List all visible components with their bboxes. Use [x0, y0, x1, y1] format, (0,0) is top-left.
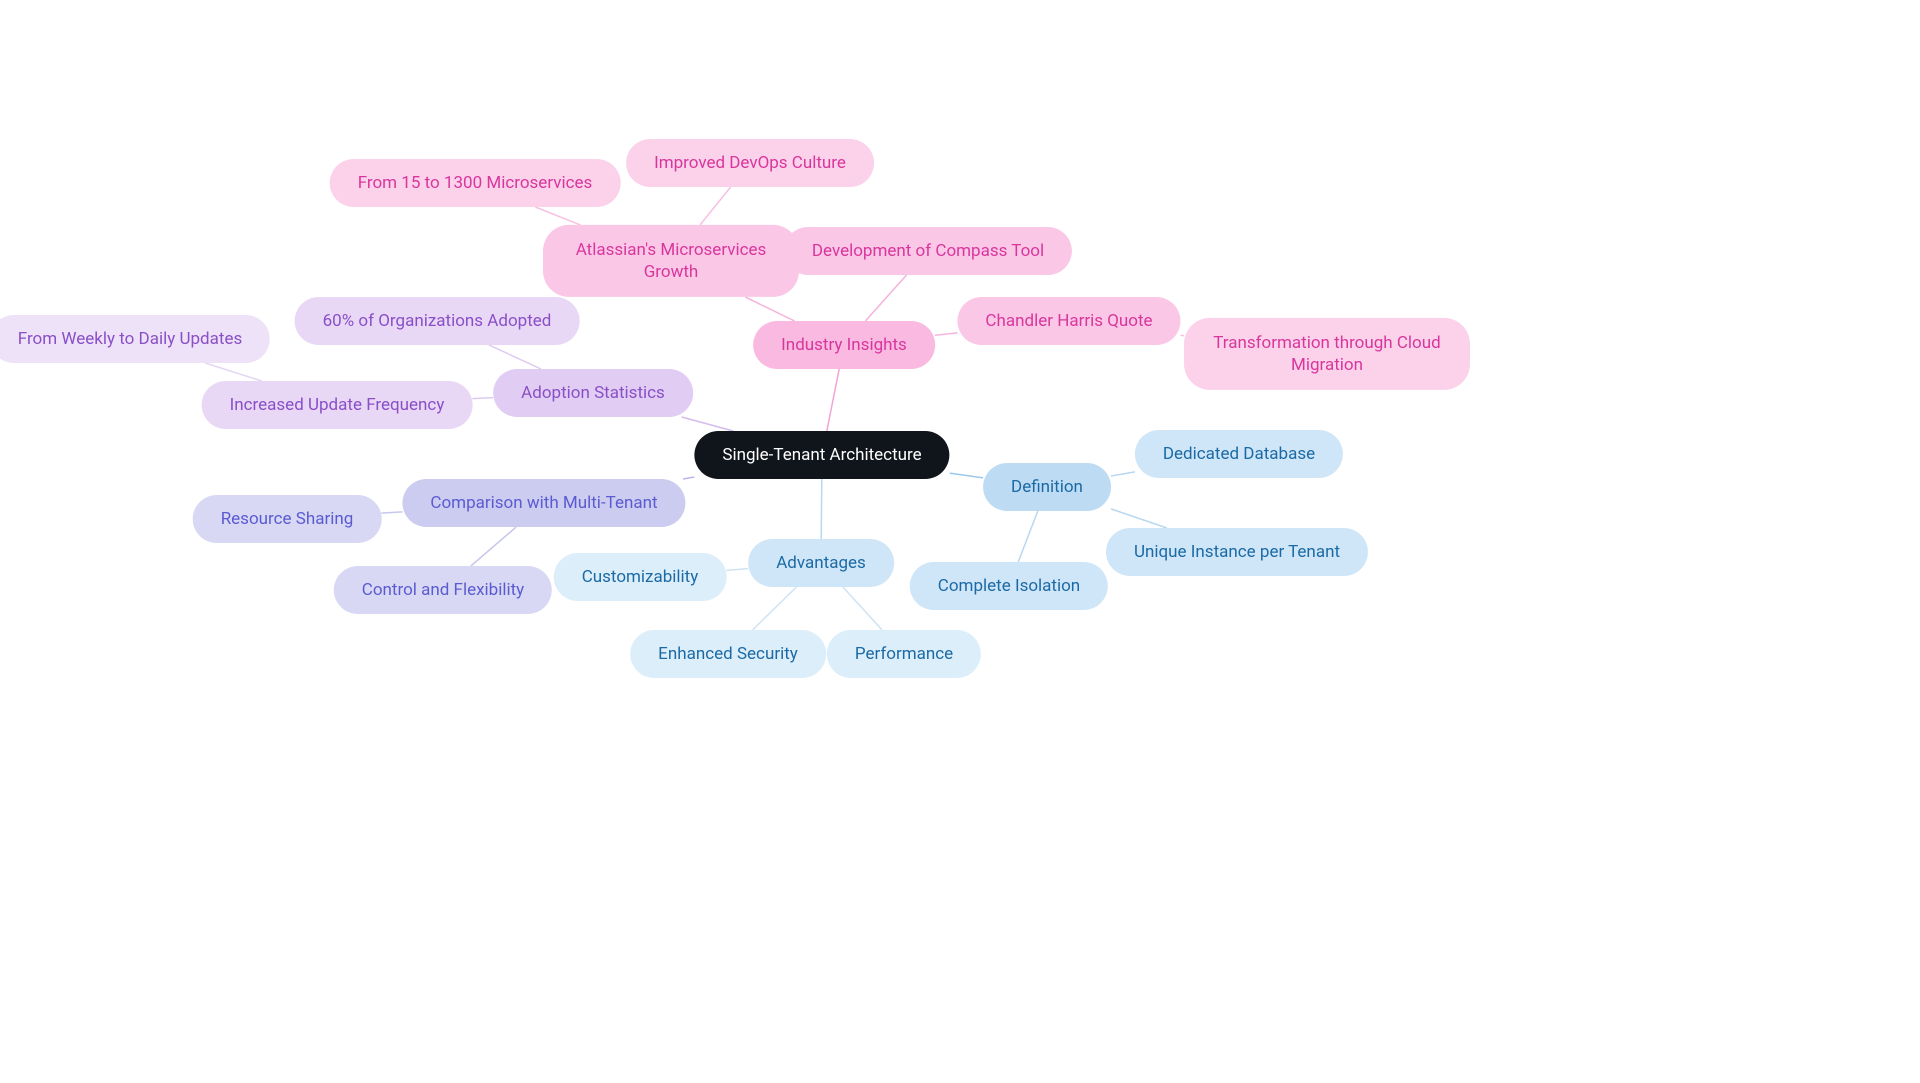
node-sixty-percent: 60% of Organizations Adopted [295, 297, 580, 345]
edge [1111, 472, 1135, 476]
node-insights: Industry Insights [753, 321, 935, 369]
edge [726, 569, 748, 571]
node-update-freq: Increased Update Frequency [202, 381, 473, 429]
edge [489, 345, 541, 369]
edge [381, 512, 402, 513]
node-microservices-count: From 15 to 1300 Microservices [330, 159, 621, 207]
node-compass: Development of Compass Tool [784, 227, 1072, 275]
edge [865, 275, 906, 321]
node-complete-isolation: Complete Isolation [910, 562, 1108, 610]
edge [471, 527, 516, 566]
node-atlassian: Atlassian's Microservices Growth [543, 225, 799, 297]
node-advantages: Advantages [748, 539, 894, 587]
node-customizability: Customizability [554, 553, 727, 601]
edge [935, 333, 958, 335]
node-control-flex: Control and Flexibility [334, 566, 552, 614]
node-harris: Chandler Harris Quote [957, 297, 1180, 345]
node-devops: Improved DevOps Culture [626, 139, 874, 187]
node-comparison: Comparison with Multi-Tenant [402, 479, 685, 527]
node-root: Single-Tenant Architecture [694, 431, 949, 479]
node-resource-sharing: Resource Sharing [193, 495, 382, 543]
node-weekly-daily: From Weekly to Daily Updates [0, 315, 270, 363]
node-unique-instance: Unique Instance per Tenant [1106, 528, 1368, 576]
node-adoption: Adoption Statistics [493, 369, 693, 417]
edge [821, 479, 822, 539]
edge [950, 473, 983, 478]
node-dedicated-db: Dedicated Database [1135, 430, 1343, 478]
node-definition: Definition [983, 463, 1111, 511]
mindmap-canvas: Single-Tenant Architecture Definition De… [0, 0, 1920, 1083]
edge [843, 587, 882, 630]
edge [205, 363, 261, 381]
node-cloud-migration: Transformation through Cloud Migration [1184, 318, 1470, 390]
edge [745, 297, 794, 321]
node-performance: Performance [827, 630, 981, 678]
edge [683, 477, 694, 479]
edge [753, 587, 797, 630]
edge [1018, 511, 1038, 562]
edge [700, 187, 731, 225]
edge [472, 398, 493, 399]
edge [535, 207, 580, 225]
edge [827, 369, 839, 431]
edge [682, 417, 734, 431]
node-enhanced-security: Enhanced Security [630, 630, 826, 678]
edge [1111, 509, 1167, 528]
